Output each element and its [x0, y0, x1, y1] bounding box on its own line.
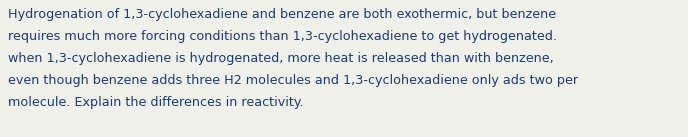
Text: molecule. Explain the differences in reactivity.: molecule. Explain the differences in rea… — [8, 96, 303, 109]
Text: even though benzene adds three H2 molecules and 1,3-cyclohexadiene only ads two : even though benzene adds three H2 molecu… — [8, 74, 578, 87]
Text: Hydrogenation of 1,3-cyclohexadiene and benzene are both exothermic, but benzene: Hydrogenation of 1,3-cyclohexadiene and … — [8, 8, 556, 21]
Text: requires much more forcing conditions than 1,3-cyclohexadiene to get hydrogenate: requires much more forcing conditions th… — [8, 30, 557, 43]
Text: when 1,3-cyclohexadiene is hydrogenated, more heat is released than with benzene: when 1,3-cyclohexadiene is hydrogenated,… — [8, 52, 554, 65]
